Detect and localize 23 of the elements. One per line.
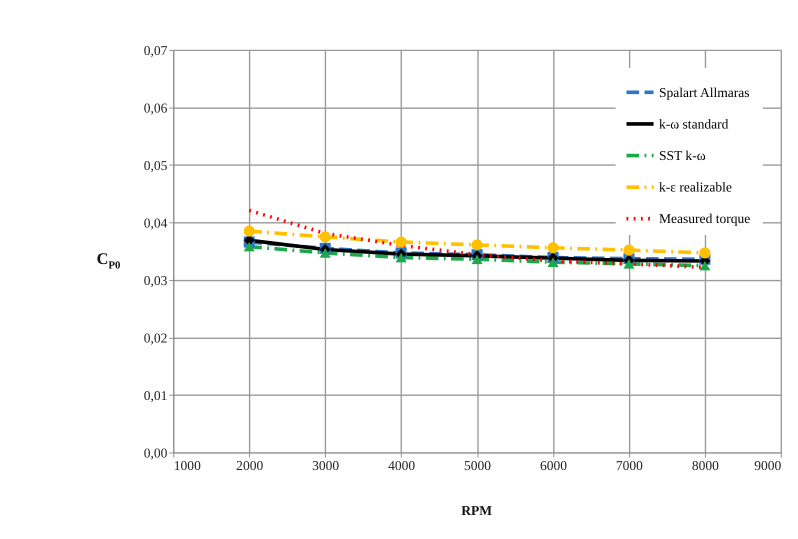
y-tick-label: 0,07 (144, 42, 168, 58)
y-tick-label: 0,04 (144, 215, 168, 230)
x-tick-label: 9000 (754, 458, 782, 474)
y-tick-label: 0,05 (144, 158, 168, 173)
legend-label: k-ε realizable (658, 180, 732, 195)
x-tick-label: 1000 (174, 458, 202, 474)
x-tick-label: 4000 (388, 458, 416, 474)
y-tick-label: 0,06 (144, 100, 168, 116)
x-tick-label: 6000 (540, 458, 568, 474)
legend-label: k-ω standard (658, 116, 729, 132)
y-tick-label: 0,00 (144, 445, 168, 460)
legend-label: Measured torque (658, 211, 750, 226)
legend-label: SST k-ω (658, 148, 706, 164)
y-tick-label: 0,02 (144, 330, 168, 346)
x-tick-label: 3000 (312, 458, 340, 474)
x-tick-label: 7000 (616, 458, 644, 474)
x-axis-title: RPM (461, 502, 492, 518)
y-tick-label: 0,03 (144, 272, 168, 288)
x-tick-label: 5000 (464, 458, 492, 474)
legend-label: Spalart Allmaras (658, 84, 750, 100)
x-tick-label: 2000 (236, 458, 264, 474)
x-tick-label: 8000 (692, 458, 720, 474)
y-tick-label: 0,01 (144, 388, 168, 403)
